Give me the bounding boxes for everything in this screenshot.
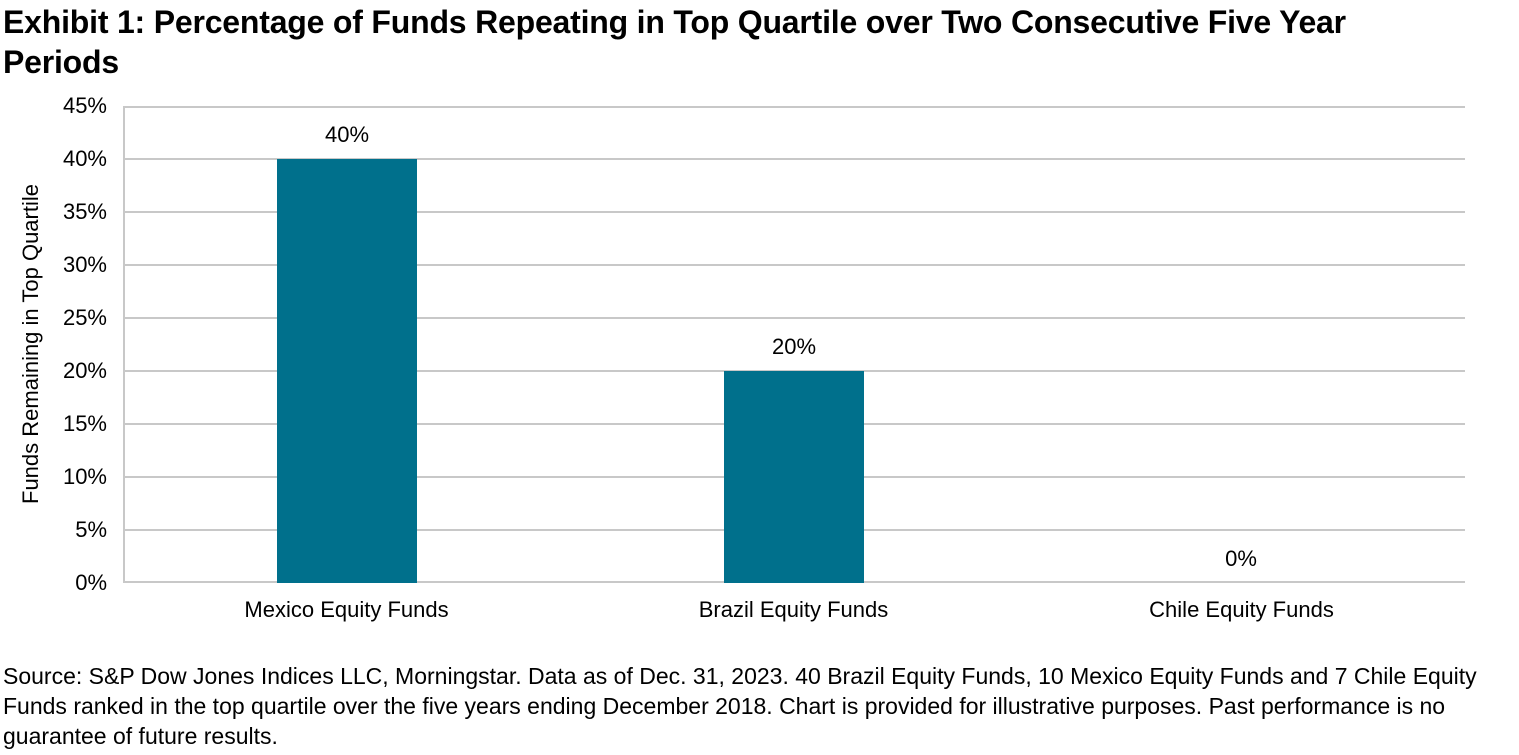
y-tick-label: 0%	[75, 570, 107, 595]
bar-value-label: 40%	[324, 122, 370, 147]
y-tick-label: 45%	[62, 93, 107, 118]
y-axis-line	[123, 106, 125, 583]
y-tick-label: 15%	[62, 411, 107, 436]
y-axis-tick-labels: 0% 5% 10% 15% 20% 25% 30% 35% 40% 45%	[0, 94, 107, 595]
x-category-label: Brazil Equity Funds	[698, 597, 889, 622]
chart-title: Exhibit 1: Percentage of Funds Repeating…	[3, 4, 1346, 80]
bar-brazil-equity-funds	[724, 371, 864, 583]
gridline	[123, 158, 1465, 160]
gridline	[123, 106, 1465, 108]
y-tick-label: 25%	[62, 305, 107, 330]
x-category-label: Mexico Equity Funds	[244, 597, 449, 622]
y-tick-label: 30%	[62, 252, 107, 277]
bar-mexico-equity-funds	[277, 159, 417, 583]
y-tick-label: 20%	[62, 358, 107, 383]
x-category-label: Chile Equity Funds	[1149, 597, 1334, 622]
gridline	[123, 211, 1465, 213]
x-axis-category-labels: Mexico Equity Funds Brazil Equity Funds Ch…	[123, 597, 1465, 627]
bar-value-label: 20%	[771, 334, 817, 359]
source-note: Source: S&P Dow Jones Indices LLC, Morni…	[3, 663, 1477, 749]
y-tick-label: 35%	[62, 199, 107, 224]
y-tick-label: 10%	[62, 464, 107, 489]
gridline	[123, 317, 1465, 319]
y-tick-label: 5%	[75, 517, 107, 542]
y-tick-label: 40%	[62, 146, 107, 171]
bar-value-label: 0%	[1225, 546, 1257, 571]
gridline	[123, 264, 1465, 266]
plot-area: 40% 20% 0%	[123, 106, 1465, 583]
